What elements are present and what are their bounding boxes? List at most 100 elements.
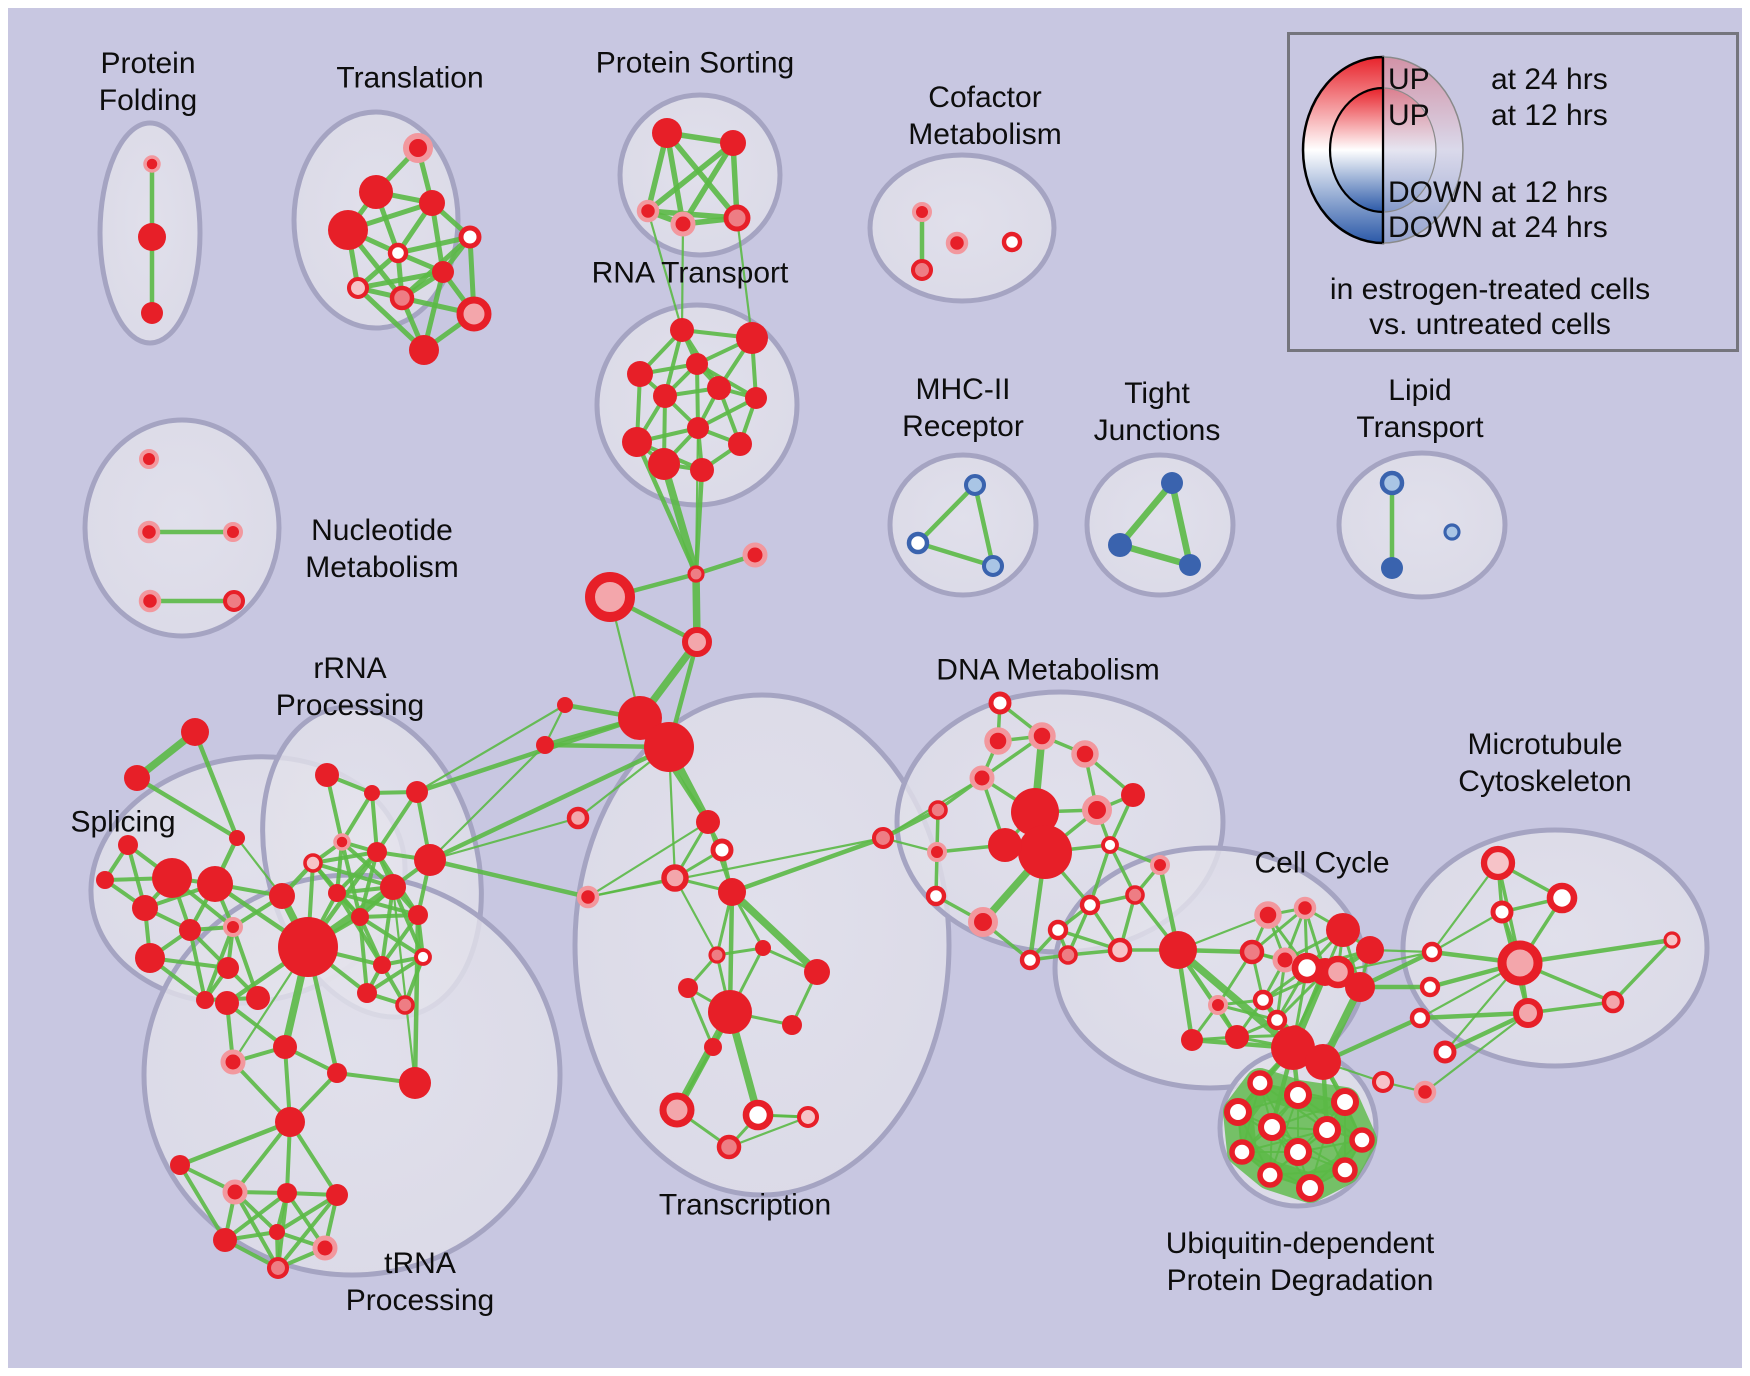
node-bo1	[1419, 976, 1441, 998]
node-m1	[906, 531, 930, 555]
edge	[233, 1190, 280, 1270]
legend-half-left	[1328, 86, 1385, 214]
node-cc0	[1254, 901, 1282, 929]
node-tn9	[326, 1184, 348, 1206]
node-cf1	[910, 258, 934, 282]
node-ub11	[1295, 1173, 1325, 1203]
node-ub8	[1283, 1137, 1313, 1167]
edge	[1442, 1010, 1531, 1055]
edge	[276, 1193, 339, 1270]
edge	[415, 703, 567, 794]
node-tx12	[742, 1099, 774, 1131]
node-mc5	[1601, 990, 1625, 1014]
node-pf0	[143, 155, 161, 173]
node-dm9	[1018, 825, 1072, 879]
legend-row: UP at 12 hrs	[1290, 98, 1736, 134]
node-sp4	[135, 943, 165, 973]
node-sp6	[246, 986, 270, 1010]
legend-up-24-label: UP	[1388, 63, 1430, 96]
node-rt0	[670, 318, 694, 342]
node-cc14	[1305, 1044, 1341, 1080]
node-rr9	[351, 908, 369, 926]
node-tx7	[804, 959, 830, 985]
node-tri2	[229, 830, 245, 846]
legend-up-12-time: at 12 hrs	[1491, 99, 1608, 132]
node-tn12	[266, 1256, 290, 1280]
node-tn7	[222, 1179, 248, 1205]
cluster-ellipse-nucleotide-metabolism	[82, 417, 282, 639]
node-tn0	[215, 991, 239, 1015]
node-dm15	[968, 907, 998, 937]
node-l2	[1443, 523, 1461, 541]
node-ch0	[742, 542, 768, 568]
node-tx4	[755, 940, 771, 956]
node-t8	[389, 285, 415, 311]
edge	[192, 729, 240, 841]
node-rr14	[357, 983, 377, 1003]
node-rt5	[653, 384, 677, 408]
edge	[586, 820, 710, 899]
node-t0	[403, 133, 433, 163]
node-j1	[1108, 533, 1132, 557]
edge	[1088, 843, 1112, 907]
edge	[664, 130, 740, 221]
edge	[223, 1191, 289, 1242]
node-tx8	[708, 990, 752, 1034]
edge	[1423, 1011, 1530, 1094]
node-sp11	[196, 991, 214, 1009]
edge	[275, 1193, 339, 1234]
node-cc3	[1356, 936, 1384, 964]
node-rr12	[373, 956, 391, 974]
edge	[375, 790, 419, 854]
node-h1	[644, 722, 694, 772]
node-tx10	[704, 1038, 722, 1056]
node-t5	[387, 242, 409, 264]
node-tx14	[716, 1134, 742, 1160]
node-tri1	[124, 765, 150, 791]
node-nm0	[139, 449, 159, 469]
node-rt4	[707, 376, 731, 400]
edge	[1611, 938, 1674, 1004]
node-cc11	[1266, 1009, 1288, 1031]
node-rr11	[278, 917, 338, 977]
node-dm19	[1019, 949, 1041, 971]
node-rr5	[367, 842, 387, 862]
node-bo5	[1413, 1080, 1437, 1104]
node-mc2	[1490, 900, 1514, 924]
edge	[380, 885, 395, 967]
node-dm21	[1107, 937, 1133, 963]
node-rr8	[408, 905, 428, 925]
node-cc1	[1293, 896, 1317, 920]
edge	[365, 955, 425, 995]
node-rr13	[414, 948, 432, 966]
edge	[686, 986, 715, 1049]
node-dm22	[1159, 931, 1197, 969]
node-dm0	[988, 691, 1012, 715]
edge	[1116, 479, 1176, 549]
legend-down-24-label: DOWN	[1388, 211, 1483, 244]
node-rt11	[690, 458, 714, 482]
edge	[1174, 946, 1297, 1052]
node-cc2	[1326, 913, 1360, 947]
node-j2	[1179, 554, 1201, 576]
node-rr4	[303, 853, 323, 873]
node-pf1	[138, 223, 166, 251]
cluster-ellipse-mhc-ii-receptor	[887, 452, 1039, 598]
node-t9	[456, 296, 492, 332]
node-tn4	[399, 1067, 431, 1099]
node-f1	[536, 736, 554, 754]
node-l0	[1379, 470, 1405, 496]
node-dm13	[1150, 855, 1170, 875]
node-ub6	[1349, 1127, 1375, 1153]
edge	[735, 216, 754, 340]
edge	[728, 888, 821, 976]
node-rr0	[315, 763, 339, 787]
node-tx1	[710, 838, 734, 862]
node-dm1	[1028, 722, 1056, 750]
node-f2	[566, 806, 590, 830]
legend-footer-line1: in estrogen-treated cells	[1329, 273, 1651, 306]
node-dm12	[1101, 836, 1119, 854]
node-ch3	[682, 627, 712, 657]
